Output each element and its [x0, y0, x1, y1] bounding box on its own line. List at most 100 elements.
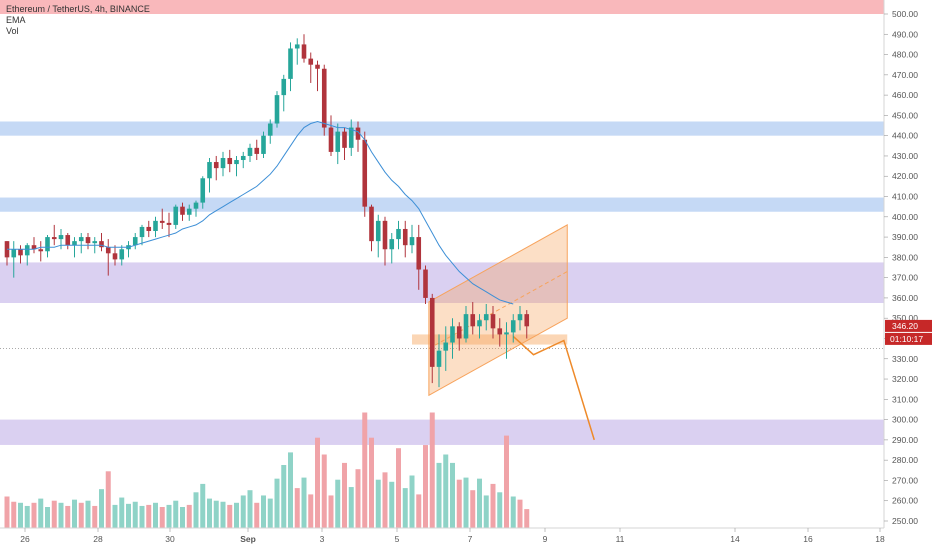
- price-tick-label: 470.00: [892, 70, 918, 80]
- volume-bar: [146, 504, 152, 528]
- volume-bar: [436, 462, 442, 528]
- volume-bar: [173, 500, 179, 528]
- volume-bar: [11, 501, 17, 528]
- volume-bar: [463, 477, 469, 528]
- candle-body: [85, 237, 91, 244]
- candles-layer: [4, 34, 530, 388]
- volume-bar: [65, 505, 71, 528]
- volume-indicator-label[interactable]: Vol: [6, 26, 19, 36]
- volume-bar: [450, 462, 455, 528]
- symbol-title[interactable]: Ethereum / TetherUS, 4h, BINANCE: [6, 4, 150, 14]
- volume-bar: [274, 478, 280, 528]
- volume-bar: [355, 469, 361, 528]
- candle-body: [220, 157, 226, 169]
- candle-body: [166, 222, 172, 225]
- volume-bar: [220, 501, 226, 528]
- volume-bar: [139, 505, 145, 528]
- projection-path[interactable]: [512, 335, 595, 441]
- volume-bar: [382, 472, 388, 528]
- purple-zone: [0, 262, 884, 303]
- volume-bar: [490, 483, 496, 528]
- candle-body: [31, 245, 37, 250]
- candle-body: [328, 127, 334, 152]
- candle-body: [4, 241, 10, 258]
- candle-body: [315, 64, 320, 69]
- price-tick-label: 410.00: [892, 192, 918, 202]
- candle-body: [247, 147, 253, 156]
- volume-bar: [99, 489, 104, 528]
- volume-bar: [31, 502, 37, 528]
- volume-bar: [308, 494, 314, 528]
- candle-body: [342, 131, 347, 148]
- candle-body: [281, 78, 287, 96]
- candle-body: [180, 206, 185, 215]
- time-tick-label: Sep: [240, 534, 256, 544]
- candle-body: [261, 135, 266, 154]
- volume-bar: [423, 445, 428, 528]
- volume-bar: [227, 504, 233, 528]
- volume-bar: [524, 509, 530, 528]
- candle-body: [24, 245, 30, 256]
- volume-bar: [477, 478, 482, 528]
- candle-body: [504, 332, 509, 335]
- candle-body: [78, 237, 84, 242]
- candle-body: [517, 314, 523, 321]
- price-tick-label: 350.00: [892, 313, 918, 323]
- volume-bar: [497, 492, 503, 528]
- volume-bar: [72, 499, 77, 528]
- volume-bar: [315, 437, 320, 528]
- time-tick-label: 26: [20, 534, 30, 544]
- candle-body: [288, 48, 293, 79]
- candle-body: [396, 228, 401, 240]
- volume-bar: [261, 495, 266, 528]
- candle-body: [240, 155, 246, 161]
- candle-body: [159, 220, 165, 223]
- price-tick-label: 360.00: [892, 293, 918, 303]
- entry-box[interactable]: [412, 334, 568, 345]
- volume-bar: [429, 412, 435, 528]
- last-price-label: 346.20: [892, 321, 918, 331]
- candle-body: [416, 237, 422, 270]
- purple-zone: [0, 419, 884, 445]
- red-zone: [0, 0, 884, 15]
- candle-body: [72, 241, 77, 246]
- volume-bar: [186, 504, 192, 528]
- price-axis: 500.00 490.00 480.00 470.00 460.00 450.00 440.…: [883, 0, 932, 550]
- volume-layer: [4, 412, 530, 528]
- candle-body: [402, 228, 408, 246]
- price-tick-label: 310.00: [892, 394, 918, 404]
- volume-bar: [335, 479, 341, 528]
- time-tick-label: 16: [803, 534, 813, 544]
- volume-bar: [301, 477, 307, 528]
- price-tick-label: 440.00: [892, 131, 918, 141]
- blue-zone: [0, 197, 884, 212]
- time-tick-label: 30: [165, 534, 175, 544]
- candle-body: [423, 269, 428, 298]
- volume-bar: [470, 490, 476, 528]
- candle-body: [153, 220, 158, 231]
- volume-bar: [281, 465, 287, 528]
- candle-body: [186, 208, 192, 215]
- volume-bar: [24, 505, 30, 528]
- candle-body: [375, 220, 381, 242]
- candle-body: [193, 202, 199, 209]
- time-tick-label: 18: [875, 534, 885, 544]
- price-tick-label: 380.00: [892, 252, 918, 262]
- blue-zone: [0, 121, 884, 136]
- candle-body: [51, 237, 57, 240]
- ema-indicator-label[interactable]: EMA: [6, 15, 26, 25]
- price-tick-label: 300.00: [892, 415, 918, 425]
- price-tick-label: 290.00: [892, 435, 918, 445]
- price-tick-label: 450.00: [892, 110, 918, 120]
- candle-body: [436, 350, 442, 367]
- price-tick-label: 500.00: [892, 9, 918, 19]
- candle-body: [369, 206, 374, 242]
- volume-bar: [288, 452, 293, 528]
- volume-bar: [321, 454, 327, 528]
- candle-body: [38, 249, 44, 252]
- candle-body: [45, 237, 50, 252]
- volume-bar: [85, 500, 91, 528]
- volume-bar: [240, 495, 246, 528]
